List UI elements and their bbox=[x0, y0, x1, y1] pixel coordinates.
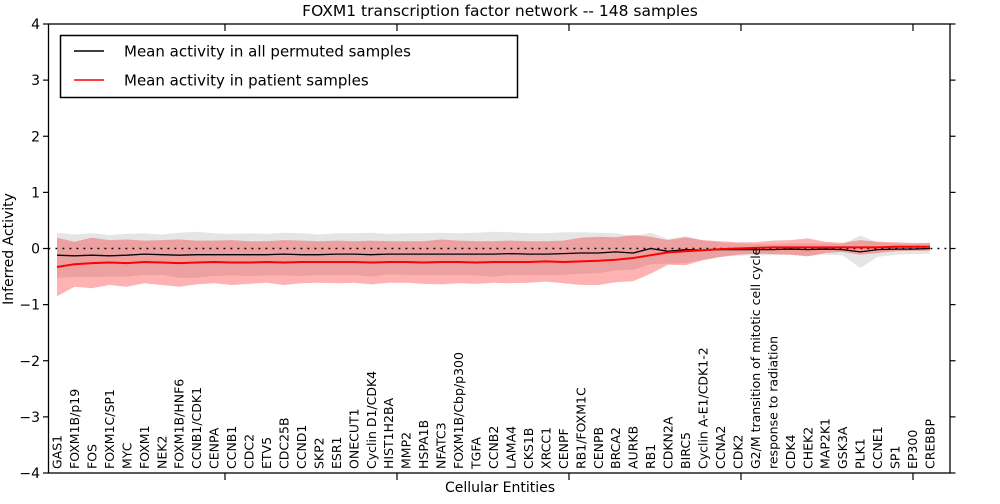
y-tick-label: 3 bbox=[31, 73, 40, 89]
x-category-label: CENPA bbox=[207, 427, 222, 469]
chart-title: FOXM1 transcription factor network -- 14… bbox=[302, 2, 698, 20]
x-category-label: response to radiation bbox=[765, 336, 780, 469]
x-category-label: CENPF bbox=[556, 428, 571, 469]
x-category-label: GAS1 bbox=[50, 435, 65, 469]
x-category-label: CHEK2 bbox=[800, 427, 815, 469]
patient-band bbox=[57, 235, 930, 297]
x-category-label: HSPA1B bbox=[416, 420, 431, 469]
legend-label-patient: Mean activity in patient samples bbox=[124, 72, 369, 90]
x-category-label: HIST1H2BA bbox=[381, 397, 396, 469]
x-category-label: CCNB1/CDK1 bbox=[189, 387, 204, 469]
x-category-label: G2/M transition of mitotic cell cycle bbox=[748, 247, 763, 469]
x-category-label: AURKB bbox=[626, 426, 641, 469]
confidence-bands bbox=[57, 231, 930, 297]
legend-label-permuted: Mean activity in all permuted samples bbox=[124, 43, 411, 61]
y-axis-label: Inferred Activity bbox=[1, 193, 17, 305]
x-axis-label: Cellular Entities bbox=[445, 480, 555, 496]
x-category-label: MYC bbox=[119, 442, 134, 469]
y-tick-labels: 4 3 2 1 0 −1 −2 −3 −4 bbox=[19, 17, 40, 482]
x-category-label: MAP2K1 bbox=[818, 418, 833, 469]
x-category-label: ESR1 bbox=[329, 437, 344, 469]
permuted-mean-line bbox=[56, 247, 931, 257]
x-category-label: CDKN2A bbox=[661, 416, 676, 469]
x-category-label: FOXM1B/HNF6 bbox=[172, 379, 187, 469]
legend: Mean activity in all permuted samples Me… bbox=[59, 34, 519, 99]
x-category-label: FOXM1B/Cbp/p300 bbox=[451, 352, 466, 469]
x-category-label: MMP2 bbox=[399, 432, 414, 469]
y-tick-label: −4 bbox=[19, 466, 40, 482]
x-category-label: XRCC1 bbox=[538, 427, 553, 469]
x-category-label: EP300 bbox=[905, 430, 920, 469]
x-category-labels: GAS1 FOXM1B/p19 FOS FOXM1C/SP1 MYC FOXM1 NEK2 F… bbox=[50, 247, 938, 470]
x-category-label: CKS1B bbox=[521, 428, 536, 469]
x-category-label: FOXM1B/p19 bbox=[67, 389, 82, 469]
y-tick-label: 2 bbox=[31, 129, 40, 145]
y-tick-label: −2 bbox=[19, 354, 40, 370]
x-category-label: CENPB bbox=[591, 427, 606, 469]
x-category-label: CCNB1 bbox=[224, 426, 239, 469]
x-category-label: CDK2 bbox=[730, 434, 745, 469]
x-category-label: LAMA4 bbox=[504, 426, 519, 469]
y-tick-label: 0 bbox=[31, 242, 40, 258]
x-category-label: CDC2 bbox=[242, 434, 257, 469]
x-category-label: BIRC5 bbox=[678, 432, 693, 469]
x-category-label: RB1/FOXM1C bbox=[573, 387, 588, 469]
x-category-label: CCNE1 bbox=[870, 426, 885, 469]
x-category-label: TGFA bbox=[469, 437, 484, 470]
legend-box bbox=[59, 34, 519, 99]
x-category-label: FOS bbox=[84, 444, 99, 469]
x-category-label: Cyclin D1/CDK4 bbox=[364, 371, 379, 469]
x-category-label: RB1 bbox=[643, 444, 658, 469]
x-category-label: PLK1 bbox=[853, 438, 868, 469]
x-category-label: FOXM1 bbox=[137, 425, 152, 469]
x-category-label: ETV5 bbox=[259, 437, 274, 469]
mean-lines bbox=[56, 245, 931, 268]
x-category-label: CDC25B bbox=[277, 417, 292, 469]
y-tick-label: −1 bbox=[19, 298, 40, 314]
x-category-label: FOXM1C/SP1 bbox=[102, 389, 117, 469]
y-tick-label: 1 bbox=[31, 185, 40, 201]
plot-border bbox=[47, 23, 951, 474]
x-category-label: CCNA2 bbox=[713, 426, 728, 469]
x-category-label: CREBBP bbox=[923, 419, 938, 469]
y-tick-label: 4 bbox=[31, 17, 40, 33]
x-category-label: SKP2 bbox=[311, 437, 326, 469]
x-category-label: ONECUT1 bbox=[346, 408, 361, 469]
x-category-label: Cyclin A-E1/CDK1-2 bbox=[696, 347, 711, 469]
patient-mean-line bbox=[56, 245, 930, 268]
x-category-label: NFATC3 bbox=[434, 422, 449, 469]
x-category-label: NEK2 bbox=[154, 436, 169, 469]
x-category-label: CCND1 bbox=[294, 425, 309, 469]
x-category-label: CCNB2 bbox=[486, 426, 501, 469]
x-category-label: SP1 bbox=[888, 446, 903, 469]
y-tick-label: −3 bbox=[19, 410, 40, 426]
x-category-label: CDK4 bbox=[783, 434, 798, 469]
x-category-label: GSK3A bbox=[835, 426, 850, 469]
x-category-label: BRCA2 bbox=[608, 427, 623, 469]
axis-ticks bbox=[43, 23, 956, 480]
